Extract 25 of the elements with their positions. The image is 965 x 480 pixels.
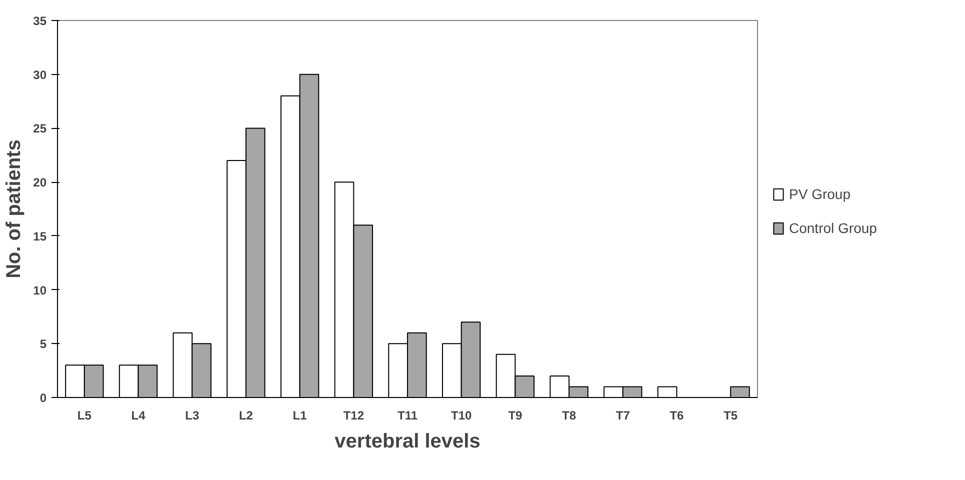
- x-tick-label: L3: [185, 408, 200, 422]
- y-tick-label: 30: [33, 68, 47, 82]
- x-tick-label: T7: [616, 408, 630, 422]
- y-axis-title: No. of patients: [3, 140, 26, 278]
- y-tick-label: 35: [33, 14, 47, 28]
- y-tick-label: 10: [33, 283, 47, 298]
- x-tick-label: L1: [292, 408, 308, 422]
- y-tick-label: 20: [33, 176, 47, 190]
- x-tick-label: L2: [238, 408, 254, 422]
- x-tick-label: T11: [397, 408, 418, 422]
- y-tick-label: 25: [33, 122, 47, 136]
- legend-label: Control Group: [789, 220, 877, 236]
- x-tick-label: L5: [77, 408, 92, 422]
- x-tick-label: T6: [670, 408, 684, 422]
- legend-label: PV Group: [789, 186, 850, 202]
- x-tick-label: T10: [451, 408, 472, 422]
- y-tick-label: 5: [40, 337, 47, 352]
- x-tick-label: T12: [343, 408, 364, 422]
- x-tick-label: T8: [562, 408, 576, 422]
- x-tick-label: T9: [508, 408, 523, 422]
- y-tick-label: 0: [40, 391, 47, 405]
- x-axis-title: vertebral levels: [334, 430, 480, 452]
- y-tick-label: 15: [33, 229, 47, 244]
- x-tick-label: T5: [724, 408, 738, 422]
- x-tick-label: L4: [131, 408, 146, 422]
